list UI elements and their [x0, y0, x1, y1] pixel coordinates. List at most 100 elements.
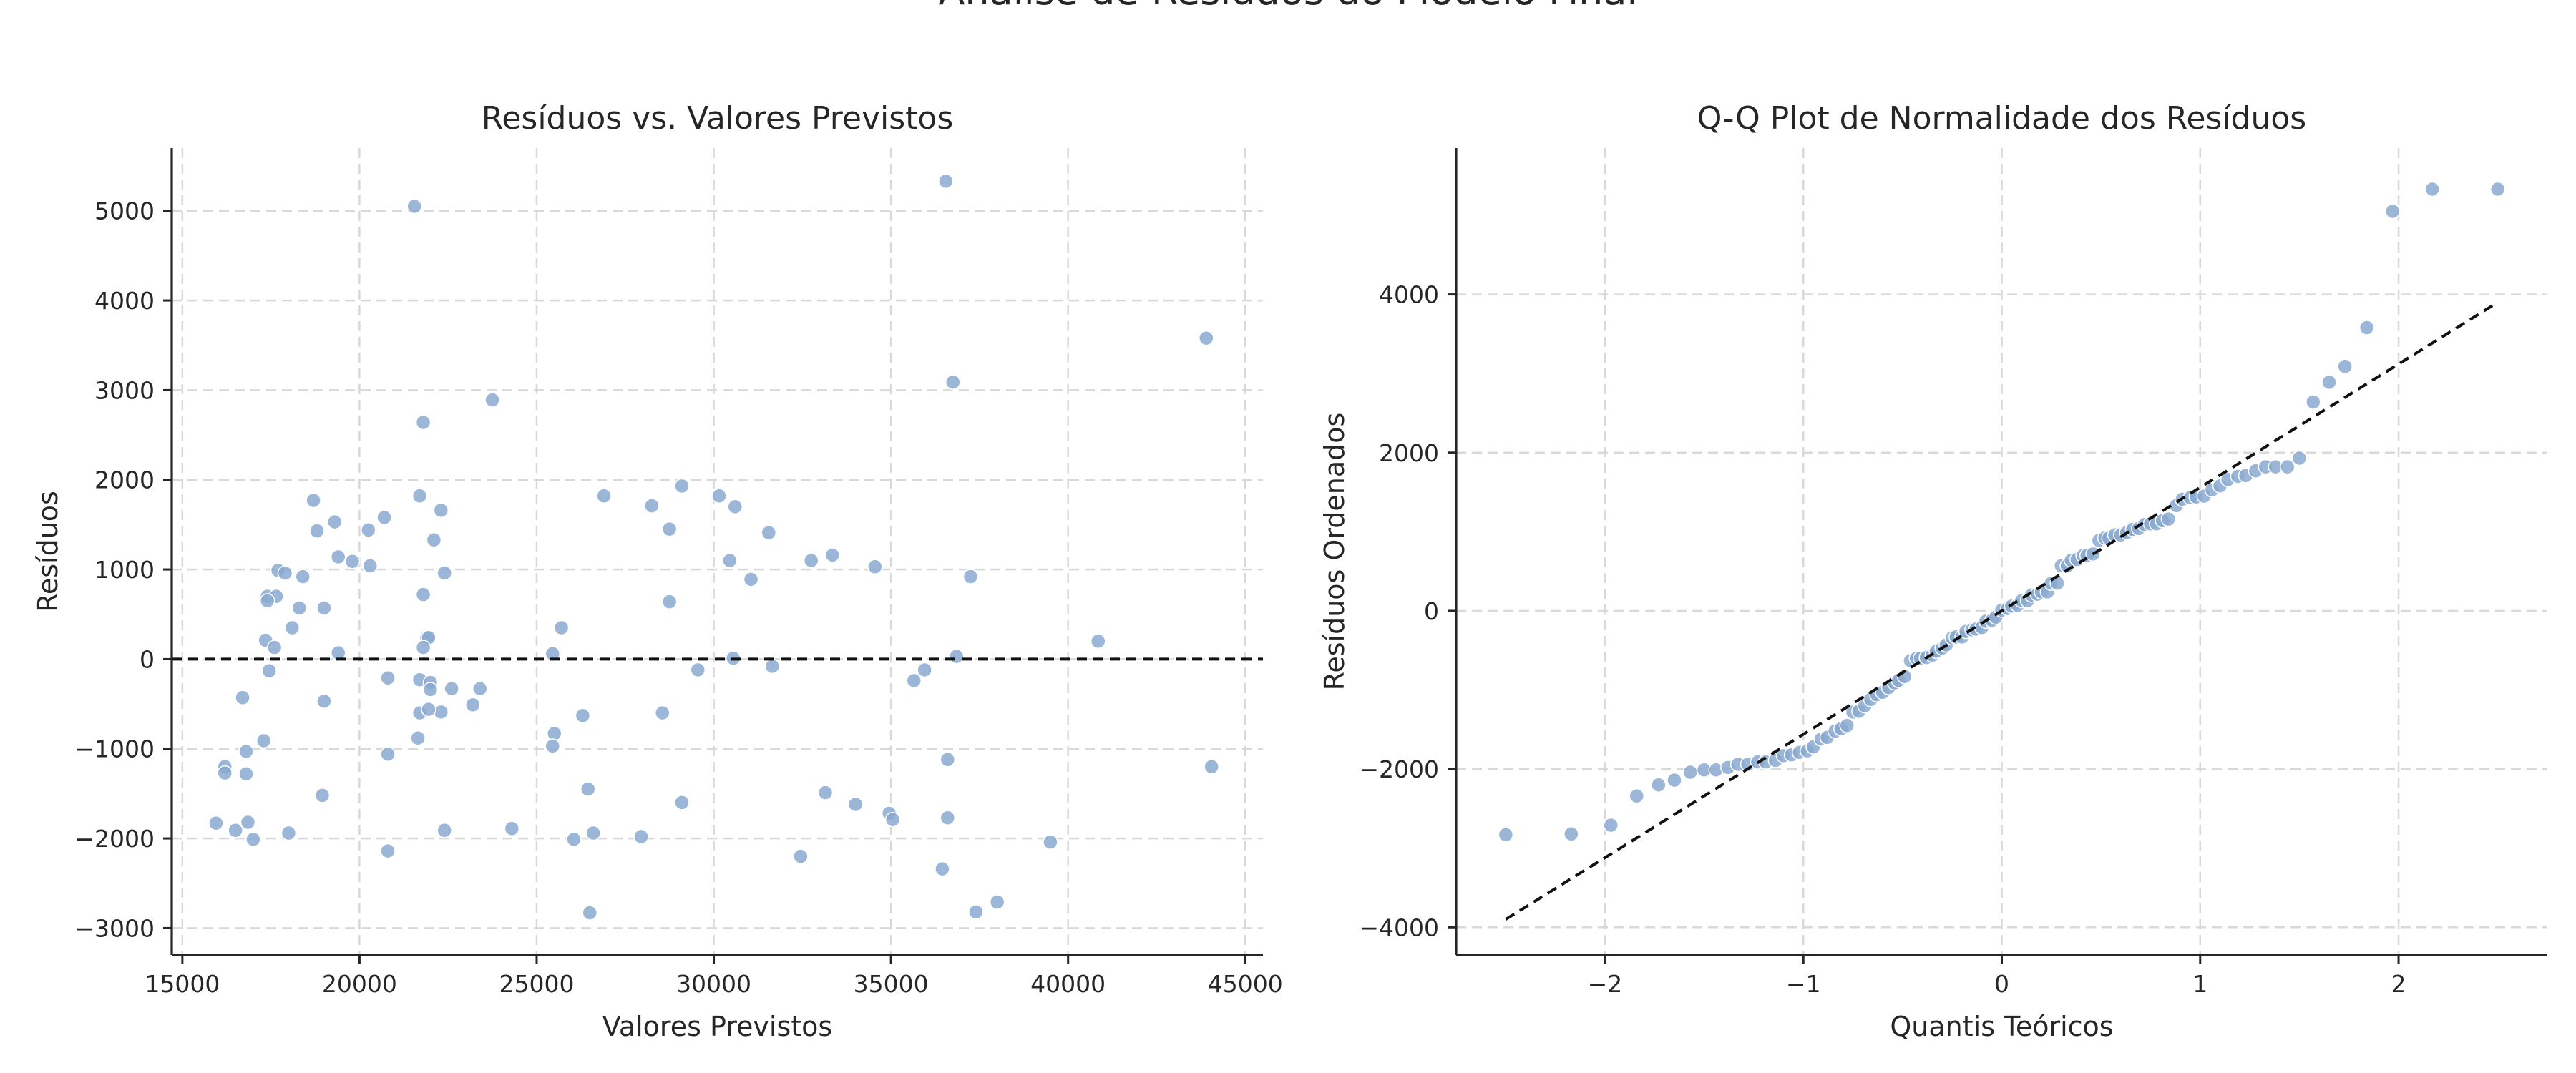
data-point	[380, 746, 396, 763]
y-tick-label: −2000	[74, 825, 155, 853]
data-point	[344, 554, 361, 569]
y-tick-label: −1000	[74, 735, 155, 763]
data-point	[989, 894, 1005, 910]
data-point	[238, 766, 254, 782]
data-point	[380, 843, 396, 859]
data-point	[410, 730, 426, 746]
data-point	[2337, 358, 2353, 374]
data-point	[415, 414, 431, 431]
data-point	[280, 825, 297, 841]
y-tick-label: 2000	[1379, 439, 1439, 467]
data-point	[421, 701, 436, 717]
data-point	[291, 600, 307, 616]
y-axis-label: Resíduos Ordenados	[1319, 413, 1350, 691]
data-point	[238, 743, 254, 760]
data-point	[633, 828, 649, 845]
data-point	[295, 569, 311, 584]
data-point	[411, 488, 428, 504]
y-tick-label: 4000	[94, 287, 155, 315]
data-point	[504, 820, 520, 837]
x-tick-label: 40000	[1030, 970, 1106, 998]
data-point	[433, 502, 449, 519]
data-point	[484, 392, 500, 408]
data-point	[2280, 459, 2296, 475]
data-point	[1498, 827, 1514, 843]
data-point	[743, 572, 759, 587]
normal-reference-line	[1505, 300, 2499, 921]
data-point	[2321, 374, 2337, 391]
data-point	[847, 796, 864, 813]
data-point	[962, 569, 979, 584]
data-point	[1603, 817, 1619, 833]
x-tick-label: 30000	[676, 970, 751, 998]
data-point	[472, 681, 488, 697]
qq-plot-panel: −2 −1 0 1 2 −4000 −2000 0 2000 4000 Q-Q Plot de No…	[1319, 100, 2547, 1042]
data-point	[711, 488, 727, 504]
y-tick-label: 1000	[94, 556, 155, 584]
data-point	[948, 648, 965, 665]
data-point	[968, 904, 984, 920]
data-point	[277, 565, 293, 581]
data-point	[935, 861, 950, 877]
data-point	[945, 374, 961, 390]
x-tick-label: 15000	[145, 970, 220, 998]
data-point	[867, 559, 883, 575]
data-point	[208, 815, 224, 831]
data-point	[575, 707, 591, 724]
data-point	[761, 524, 777, 541]
data-point	[2358, 320, 2375, 335]
data-point	[940, 752, 956, 768]
y-tick-label: 5000	[94, 197, 155, 225]
chart-title: Q-Q Plot de Normalidade dos Resíduos	[1697, 100, 2306, 137]
x-tick-label: 25000	[499, 970, 574, 998]
data-point	[235, 690, 250, 706]
data-point	[1563, 826, 1579, 842]
data-point	[940, 810, 956, 825]
data-point	[327, 514, 343, 530]
y-tick-label: 4000	[1379, 281, 1439, 309]
data-point	[1091, 633, 1106, 650]
data-point	[906, 672, 922, 689]
data-point	[545, 738, 561, 754]
data-point	[1043, 834, 1058, 850]
data-point	[1629, 788, 1645, 804]
data-point	[426, 531, 442, 548]
data-point	[661, 594, 678, 609]
data-point	[361, 522, 376, 538]
data-point	[316, 693, 332, 710]
y-axis-label: Resíduos	[32, 491, 64, 612]
data-point	[582, 905, 598, 921]
x-tick-label: 2	[2391, 970, 2406, 998]
data-point	[433, 704, 449, 720]
data-point	[690, 662, 706, 678]
data-point	[2291, 450, 2308, 466]
data-point	[580, 781, 596, 797]
data-point	[1204, 759, 1219, 775]
data-point	[566, 831, 582, 848]
y-tick-label: −4000	[1359, 913, 1439, 941]
y-tick-label: 0	[1424, 597, 1439, 625]
data-point	[1667, 772, 1682, 788]
data-point	[585, 825, 601, 841]
data-point	[917, 662, 932, 678]
data-point	[330, 549, 346, 565]
data-point	[444, 681, 459, 697]
data-point	[314, 788, 331, 803]
data-point	[261, 662, 277, 679]
data-point	[1651, 777, 1667, 793]
data-point	[465, 697, 481, 713]
x-tick-label: −1	[1786, 970, 1821, 998]
x-tick-label: 20000	[322, 970, 397, 998]
data-point	[316, 600, 332, 616]
data-point	[722, 552, 738, 569]
data-point	[674, 478, 690, 494]
data-point	[266, 640, 283, 655]
data-point	[661, 521, 678, 537]
x-axis-label: Quantis Teóricos	[1890, 1011, 2113, 1042]
data-point	[376, 509, 392, 526]
data-point	[655, 705, 670, 721]
residuals-vs-fitted-panel: 15000 20000 25000 30000 35000 40000 45000−3000…	[32, 100, 1283, 1042]
data-point	[309, 523, 325, 539]
data-point	[644, 498, 660, 514]
data-point	[546, 725, 562, 742]
